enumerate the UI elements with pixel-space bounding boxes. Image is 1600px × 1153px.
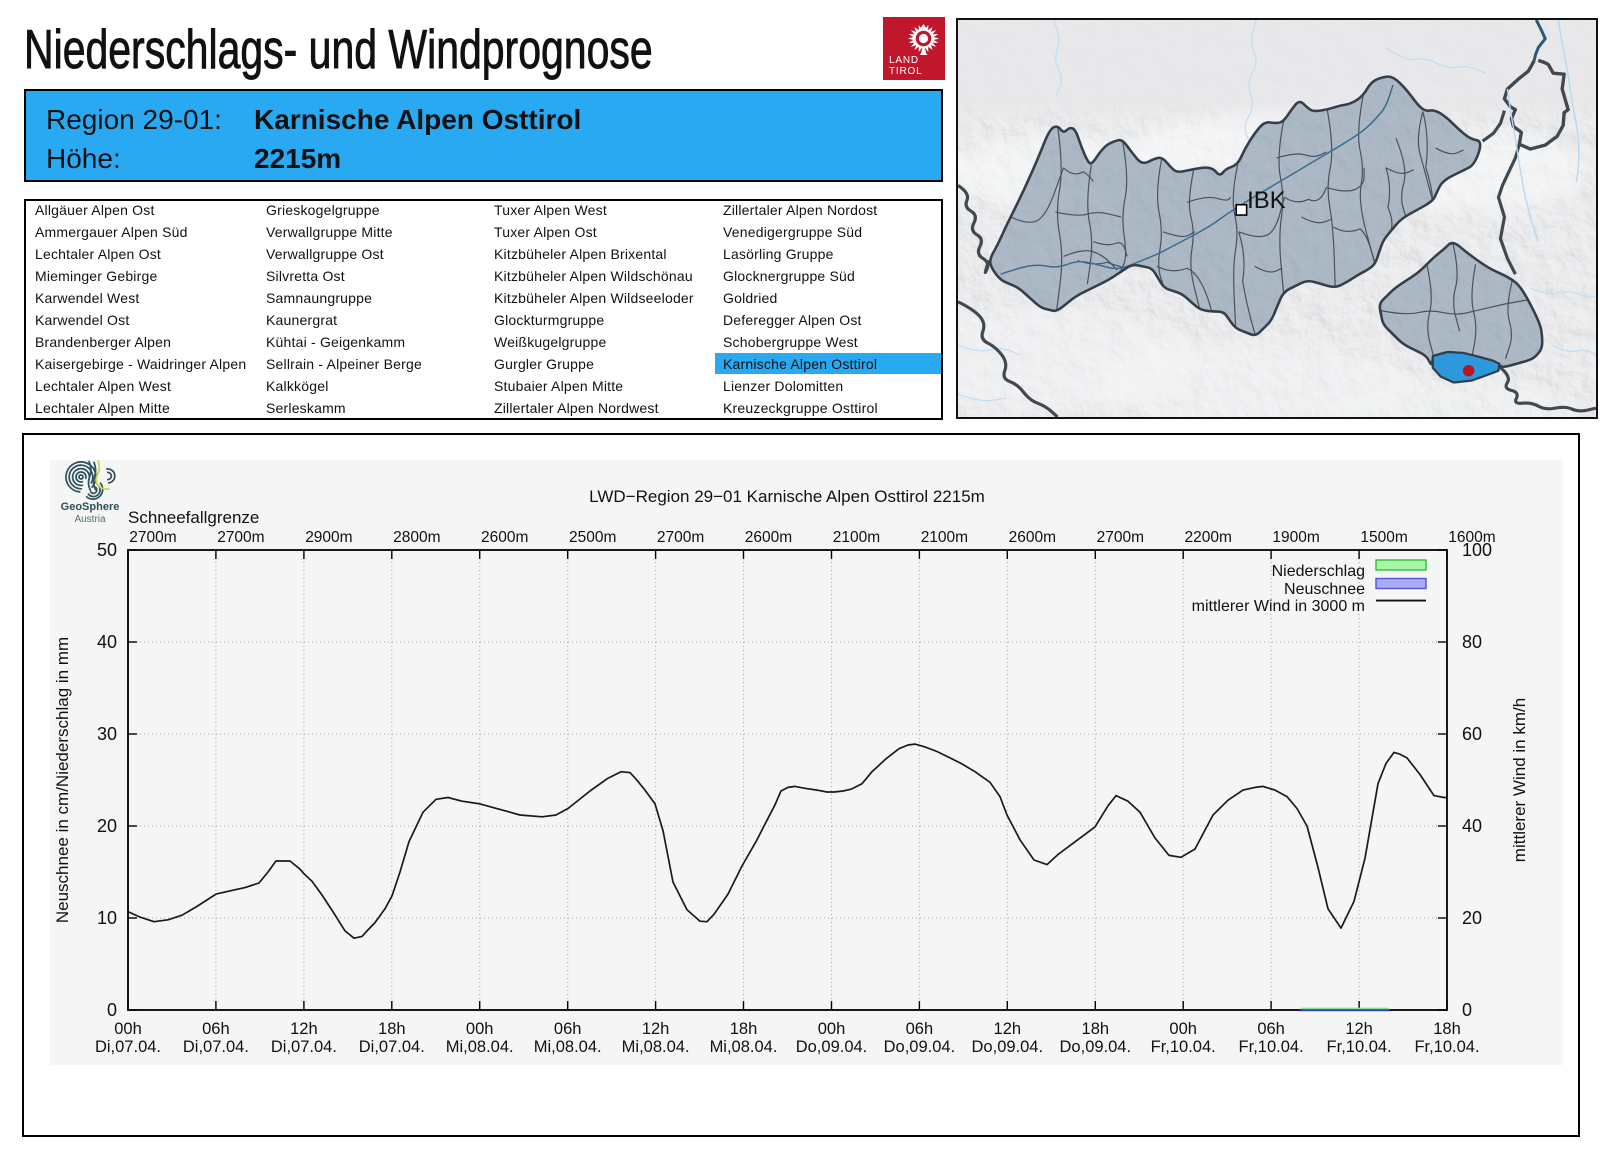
svg-text:2700m: 2700m (657, 529, 704, 546)
svg-text:12h: 12h (642, 1020, 670, 1038)
svg-text:Fr,10.04.: Fr,10.04. (1239, 1038, 1304, 1056)
svg-text:Do,09.04.: Do,09.04. (796, 1038, 868, 1056)
svg-text:Austria: Austria (74, 514, 106, 525)
svg-text:Mi,08.04.: Mi,08.04. (710, 1038, 778, 1056)
svg-text:1500m: 1500m (1360, 529, 1407, 546)
svg-text:mittlerer Wind in km/h: mittlerer Wind in km/h (1510, 698, 1529, 862)
svg-text:30: 30 (97, 724, 117, 744)
svg-text:18h: 18h (378, 1020, 406, 1038)
svg-text:Di,07.04.: Di,07.04. (359, 1038, 425, 1056)
svg-text:2600m: 2600m (745, 529, 792, 546)
svg-text:Mi,08.04.: Mi,08.04. (534, 1038, 602, 1056)
svg-text:Di,07.04.: Di,07.04. (95, 1038, 161, 1056)
svg-text:GeoSphere: GeoSphere (61, 501, 120, 513)
svg-text:20: 20 (97, 816, 117, 836)
svg-text:12h: 12h (1345, 1020, 1373, 1038)
svg-text:2700m: 2700m (1097, 529, 1144, 546)
svg-text:06h: 06h (1257, 1020, 1285, 1038)
svg-text:mittlerer Wind in 3000 m: mittlerer Wind in 3000 m (1192, 598, 1365, 615)
svg-text:40: 40 (1462, 816, 1482, 836)
svg-text:Fr,10.04.: Fr,10.04. (1414, 1038, 1479, 1056)
svg-text:18h: 18h (1082, 1020, 1110, 1038)
svg-text:Fr,10.04.: Fr,10.04. (1151, 1038, 1216, 1056)
svg-text:2100m: 2100m (833, 529, 880, 546)
svg-text:00h: 00h (466, 1020, 494, 1038)
svg-text:Fr,10.04.: Fr,10.04. (1327, 1038, 1392, 1056)
svg-text:Mi,08.04.: Mi,08.04. (446, 1038, 514, 1056)
svg-text:0: 0 (1462, 1000, 1472, 1020)
svg-text:60: 60 (1462, 724, 1482, 744)
svg-text:40: 40 (97, 632, 117, 652)
svg-text:TIROL: TIROL (889, 66, 922, 77)
svg-text:80: 80 (1462, 632, 1482, 652)
svg-text:Schneefallgrenze: Schneefallgrenze (128, 508, 259, 527)
svg-text:IBK: IBK (1247, 187, 1286, 214)
svg-text:Do,09.04.: Do,09.04. (1060, 1038, 1132, 1056)
svg-text:Neuschnee in cm/Niederschlag i: Neuschnee in cm/Niederschlag in mm (53, 637, 72, 923)
svg-text:Neuschnee: Neuschnee (1284, 581, 1365, 598)
svg-text:00h: 00h (1169, 1020, 1197, 1038)
svg-text:2600m: 2600m (1009, 529, 1056, 546)
svg-text:Di,07.04.: Di,07.04. (183, 1038, 249, 1056)
svg-text:1600m: 1600m (1448, 529, 1495, 546)
svg-text:Niederschlag: Niederschlag (1272, 563, 1365, 580)
svg-text:2500m: 2500m (569, 529, 616, 546)
svg-text:12h: 12h (994, 1020, 1022, 1038)
svg-text:2200m: 2200m (1184, 529, 1231, 546)
svg-text:18h: 18h (1433, 1020, 1461, 1038)
svg-text:1900m: 1900m (1272, 529, 1319, 546)
svg-text:2900m: 2900m (305, 529, 352, 546)
svg-text:20: 20 (1462, 908, 1482, 928)
svg-text:Di,07.04.: Di,07.04. (271, 1038, 337, 1056)
svg-text:Do,09.04.: Do,09.04. (884, 1038, 956, 1056)
svg-text:12h: 12h (290, 1020, 318, 1038)
svg-text:2100m: 2100m (921, 529, 968, 546)
svg-text:06h: 06h (906, 1020, 934, 1038)
svg-text:0: 0 (107, 1000, 117, 1020)
svg-text:06h: 06h (554, 1020, 582, 1038)
svg-text:50: 50 (97, 540, 117, 560)
svg-text:Mi,08.04.: Mi,08.04. (622, 1038, 690, 1056)
svg-text:2700m: 2700m (129, 529, 176, 546)
svg-text:06h: 06h (202, 1020, 230, 1038)
svg-text:2700m: 2700m (217, 529, 264, 546)
svg-text:2800m: 2800m (393, 529, 440, 546)
svg-text:00h: 00h (818, 1020, 846, 1038)
svg-text:00h: 00h (114, 1020, 142, 1038)
svg-text:LWD−Region 29−01 Karnische Alp: LWD−Region 29−01 Karnische Alpen Osttiro… (589, 487, 985, 506)
svg-text:100: 100 (1462, 540, 1492, 560)
svg-text:LAND: LAND (889, 55, 919, 66)
svg-text:18h: 18h (730, 1020, 758, 1038)
svg-text:Do,09.04.: Do,09.04. (972, 1038, 1044, 1056)
svg-text:10: 10 (97, 908, 117, 928)
svg-text:2600m: 2600m (481, 529, 528, 546)
